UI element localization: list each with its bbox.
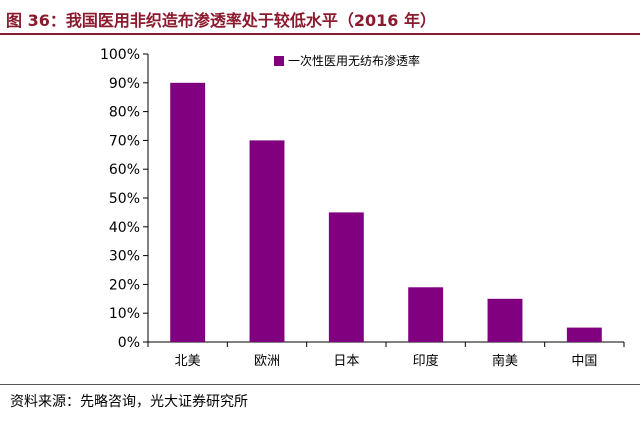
y-tick-label: 10% (109, 306, 140, 322)
y-axis: 0% 10% 20% 30% 40% 50% 60% 70% 80% 90% 100% (100, 47, 149, 351)
bar (566, 327, 602, 342)
legend: 一次性医用无纺布渗透率 (274, 53, 420, 68)
x-tick-label: 欧洲 (254, 354, 280, 369)
bars (170, 82, 602, 343)
bar (328, 212, 364, 342)
y-tick-label: 30% (109, 249, 140, 265)
source-note: 资料来源：先略咨询，光大证券研究所 (10, 394, 248, 410)
bar (170, 82, 206, 343)
legend-label: 一次性医用无纺布渗透率 (288, 53, 420, 68)
bar (249, 140, 285, 342)
bar (408, 287, 444, 342)
y-tick-label: 60% (109, 162, 140, 178)
x-tick-label: 中国 (571, 354, 597, 369)
x-tick-label: 南美 (492, 353, 518, 369)
y-tick-label: 0% (118, 335, 140, 351)
x-tick-label: 印度 (413, 353, 439, 369)
figure-title: 图 36：我国医用非织造布渗透率处于较低水平（2016 年） (6, 11, 436, 30)
y-tick-label: 40% (109, 220, 140, 236)
y-tick-label: 90% (109, 76, 140, 92)
title-divider (0, 33, 640, 35)
x-tick-label: 日本 (333, 354, 359, 369)
y-tick-label: 70% (109, 133, 140, 149)
legend-swatch (274, 56, 284, 66)
x-tick-label: 北美 (175, 354, 201, 369)
y-tick-label: 50% (109, 191, 140, 207)
bar-chart: 一次性医用无纺布渗透率 0% 10% 20% 30% 40% 50% 60% 70% 80% 90… (100, 47, 625, 369)
bar (487, 298, 523, 342)
y-tick-label: 100% (100, 47, 140, 63)
x-axis: 北美 欧洲 日本 印度 南美 中国 (147, 341, 625, 369)
source-divider (0, 384, 640, 385)
y-tick-label: 80% (109, 105, 140, 121)
y-tick-label: 20% (109, 277, 140, 293)
